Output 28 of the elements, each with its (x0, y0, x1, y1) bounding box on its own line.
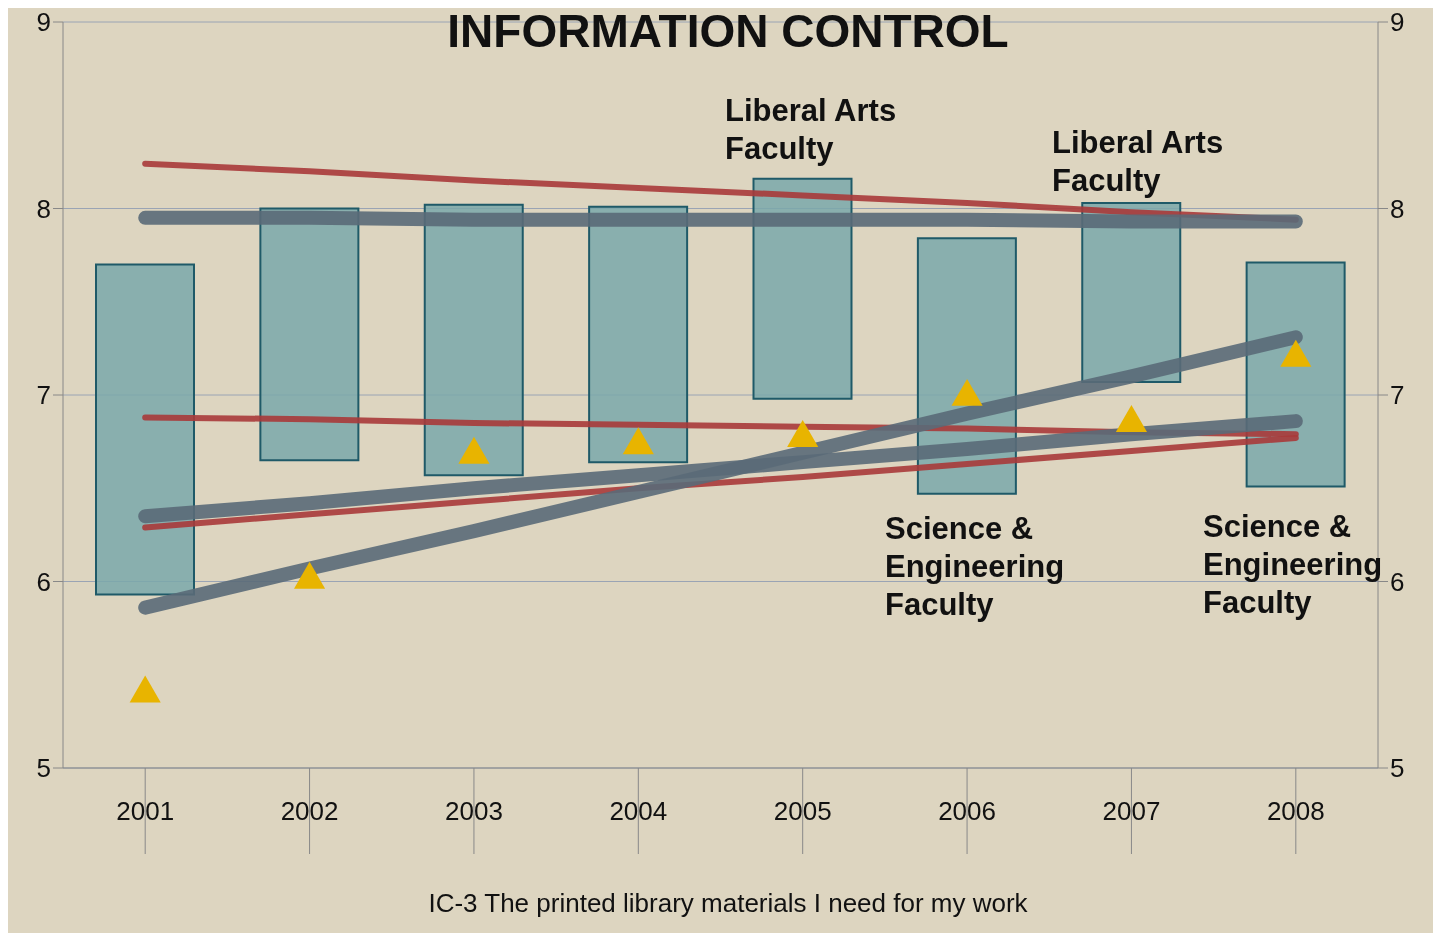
annotation: Liberal Arts Faculty (725, 92, 897, 168)
x-tick-label: 2006 (938, 796, 996, 827)
x-tick-label: 2004 (609, 796, 668, 827)
annotation: Science & Engineering Faculty (885, 510, 1065, 624)
y-tick-label: 7 (36, 380, 51, 411)
annotation: Liberal Arts Faculty (1052, 124, 1224, 200)
y-tick-label: 9 (36, 7, 51, 38)
y2-tick-label: 8 (1390, 193, 1405, 224)
bar (95, 263, 195, 596)
chart-title: INFORMATION CONTROL (447, 5, 1009, 57)
bar (259, 207, 360, 462)
y-tick-label: 5 (36, 753, 51, 784)
y2-tick-label: 6 (1390, 566, 1405, 597)
y2-tick-label: 9 (1390, 7, 1405, 38)
x-tick-label: 2003 (445, 796, 503, 827)
x-tick-label: 2005 (773, 796, 832, 827)
bar (588, 205, 689, 464)
bar (423, 203, 524, 477)
x-axis-title: IC-3 The printed library materials I need for my work (427, 888, 1029, 919)
y2-tick-label: 5 (1390, 753, 1405, 784)
x-tick-label: 2007 (1102, 796, 1161, 827)
x-tick-label: 2001 (116, 796, 175, 827)
x-tick-label: 2002 (280, 796, 339, 827)
y-tick-label: 8 (36, 193, 51, 224)
x-tick-label: 2008 (1266, 796, 1325, 827)
annotation: Science & Engineering Faculty (1203, 508, 1383, 622)
y-tick-label: 6 (36, 566, 51, 597)
y2-tick-label: 7 (1390, 380, 1405, 411)
